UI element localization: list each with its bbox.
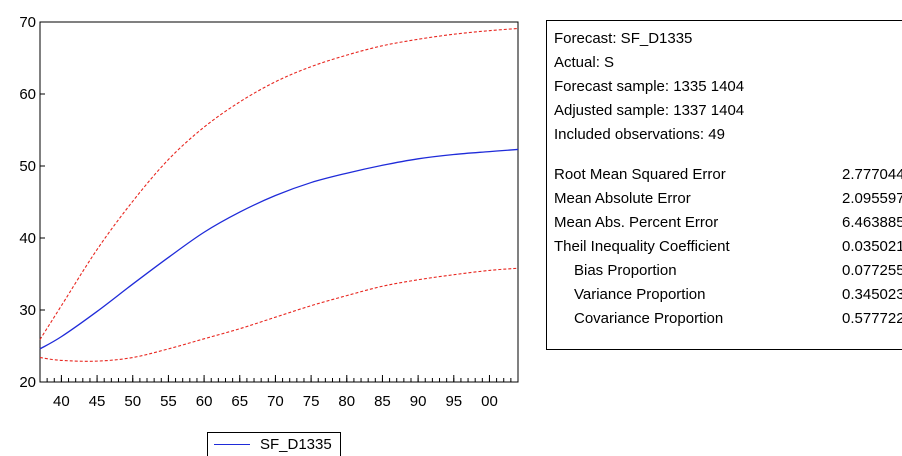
upper-band-line <box>39 27 519 340</box>
stat-row-covariance: Covariance Proportion 0.577722 <box>554 307 902 331</box>
adjusted-sample-line: Adjusted sample: 1337 1404 <box>554 102 745 119</box>
y-tick-label: 20 <box>19 374 36 391</box>
y-tick-label: 40 <box>19 230 36 247</box>
x-tick-label: 55 <box>160 393 177 410</box>
stat-value: 0.345023 <box>842 286 902 303</box>
chart-legend: SF_D1335 <box>207 432 341 456</box>
stat-value: 0.077255 <box>842 262 902 279</box>
series-layer <box>39 27 519 362</box>
y-tick-label: 70 <box>19 14 36 31</box>
forecast-statistics-panel: Forecast: SF_D1335 Actual: S Forecast sa… <box>546 20 902 350</box>
x-tick-label: 60 <box>196 393 213 410</box>
stat-row-mae: Mean Absolute Error 2.095597 <box>554 187 902 211</box>
x-tick-label: 00 <box>481 393 498 410</box>
x-tick-label: 45 <box>89 393 106 410</box>
lower-band-line <box>39 267 519 362</box>
stat-row-theil: Theil Inequality Coefficient 0.035021 <box>554 235 902 259</box>
legend-swatch-sf-d1335 <box>214 444 250 445</box>
actual-series-line: Actual: S <box>554 54 615 71</box>
stat-label: Mean Abs. Percent Error <box>554 214 719 231</box>
x-tick-label: 80 <box>338 393 355 410</box>
y-tick-label: 30 <box>19 302 36 319</box>
stat-value: 6.463885 <box>842 214 902 231</box>
forecast-sample-line: Forecast sample: 1335 1404 <box>554 78 745 95</box>
x-tick-label: 40 <box>53 393 70 410</box>
stat-label: Mean Absolute Error <box>554 190 691 207</box>
x-tick-label: 95 <box>445 393 462 410</box>
stat-label: Bias Proportion <box>574 262 677 279</box>
y-tick-label: 50 <box>19 158 36 175</box>
y-axis: 20 30 40 50 60 70 <box>19 14 45 391</box>
stat-row-mape: Mean Abs. Percent Error 6.463885 <box>554 211 902 235</box>
x-tick-label: 50 <box>124 393 141 410</box>
series-line-sf-d1335 <box>39 148 519 350</box>
x-tick-label: 85 <box>374 393 391 410</box>
x-tick-label: 70 <box>267 393 284 410</box>
x-tick-label: 75 <box>303 393 320 410</box>
plot-frame <box>39 21 519 383</box>
included-observations-line: Included observations: 49 <box>554 126 725 143</box>
x-tick-label: 90 <box>410 393 427 410</box>
stat-label: Root Mean Squared Error <box>554 166 726 183</box>
y-tick-label: 60 <box>19 86 36 103</box>
legend-label-sf-d1335: SF_D1335 <box>260 436 332 453</box>
stat-row-rmse: Root Mean Squared Error 2.777044 <box>554 163 902 187</box>
forecast-chart: 20 30 40 50 60 70 40 45 50 55 60 65 70 75 80 85 90 95 00 <box>19 14 519 410</box>
stat-value: 0.035021 <box>842 238 902 255</box>
x-axis: 40 45 50 55 60 65 70 75 80 85 90 95 00 <box>39 375 519 410</box>
stat-label: Covariance Proportion <box>574 310 724 327</box>
stat-label: Theil Inequality Coefficient <box>554 238 730 255</box>
stat-value: 2.777044 <box>842 166 902 183</box>
forecast-name-line: Forecast: SF_D1335 <box>554 30 693 47</box>
spacer <box>554 147 902 163</box>
stat-value: 0.577722 <box>842 310 902 327</box>
stat-row-variance: Variance Proportion 0.345023 <box>554 283 902 307</box>
x-tick-label: 65 <box>231 393 248 410</box>
stat-row-bias: Bias Proportion 0.077255 <box>554 259 902 283</box>
stat-value: 2.095597 <box>842 190 902 207</box>
stat-label: Variance Proportion <box>574 286 706 303</box>
